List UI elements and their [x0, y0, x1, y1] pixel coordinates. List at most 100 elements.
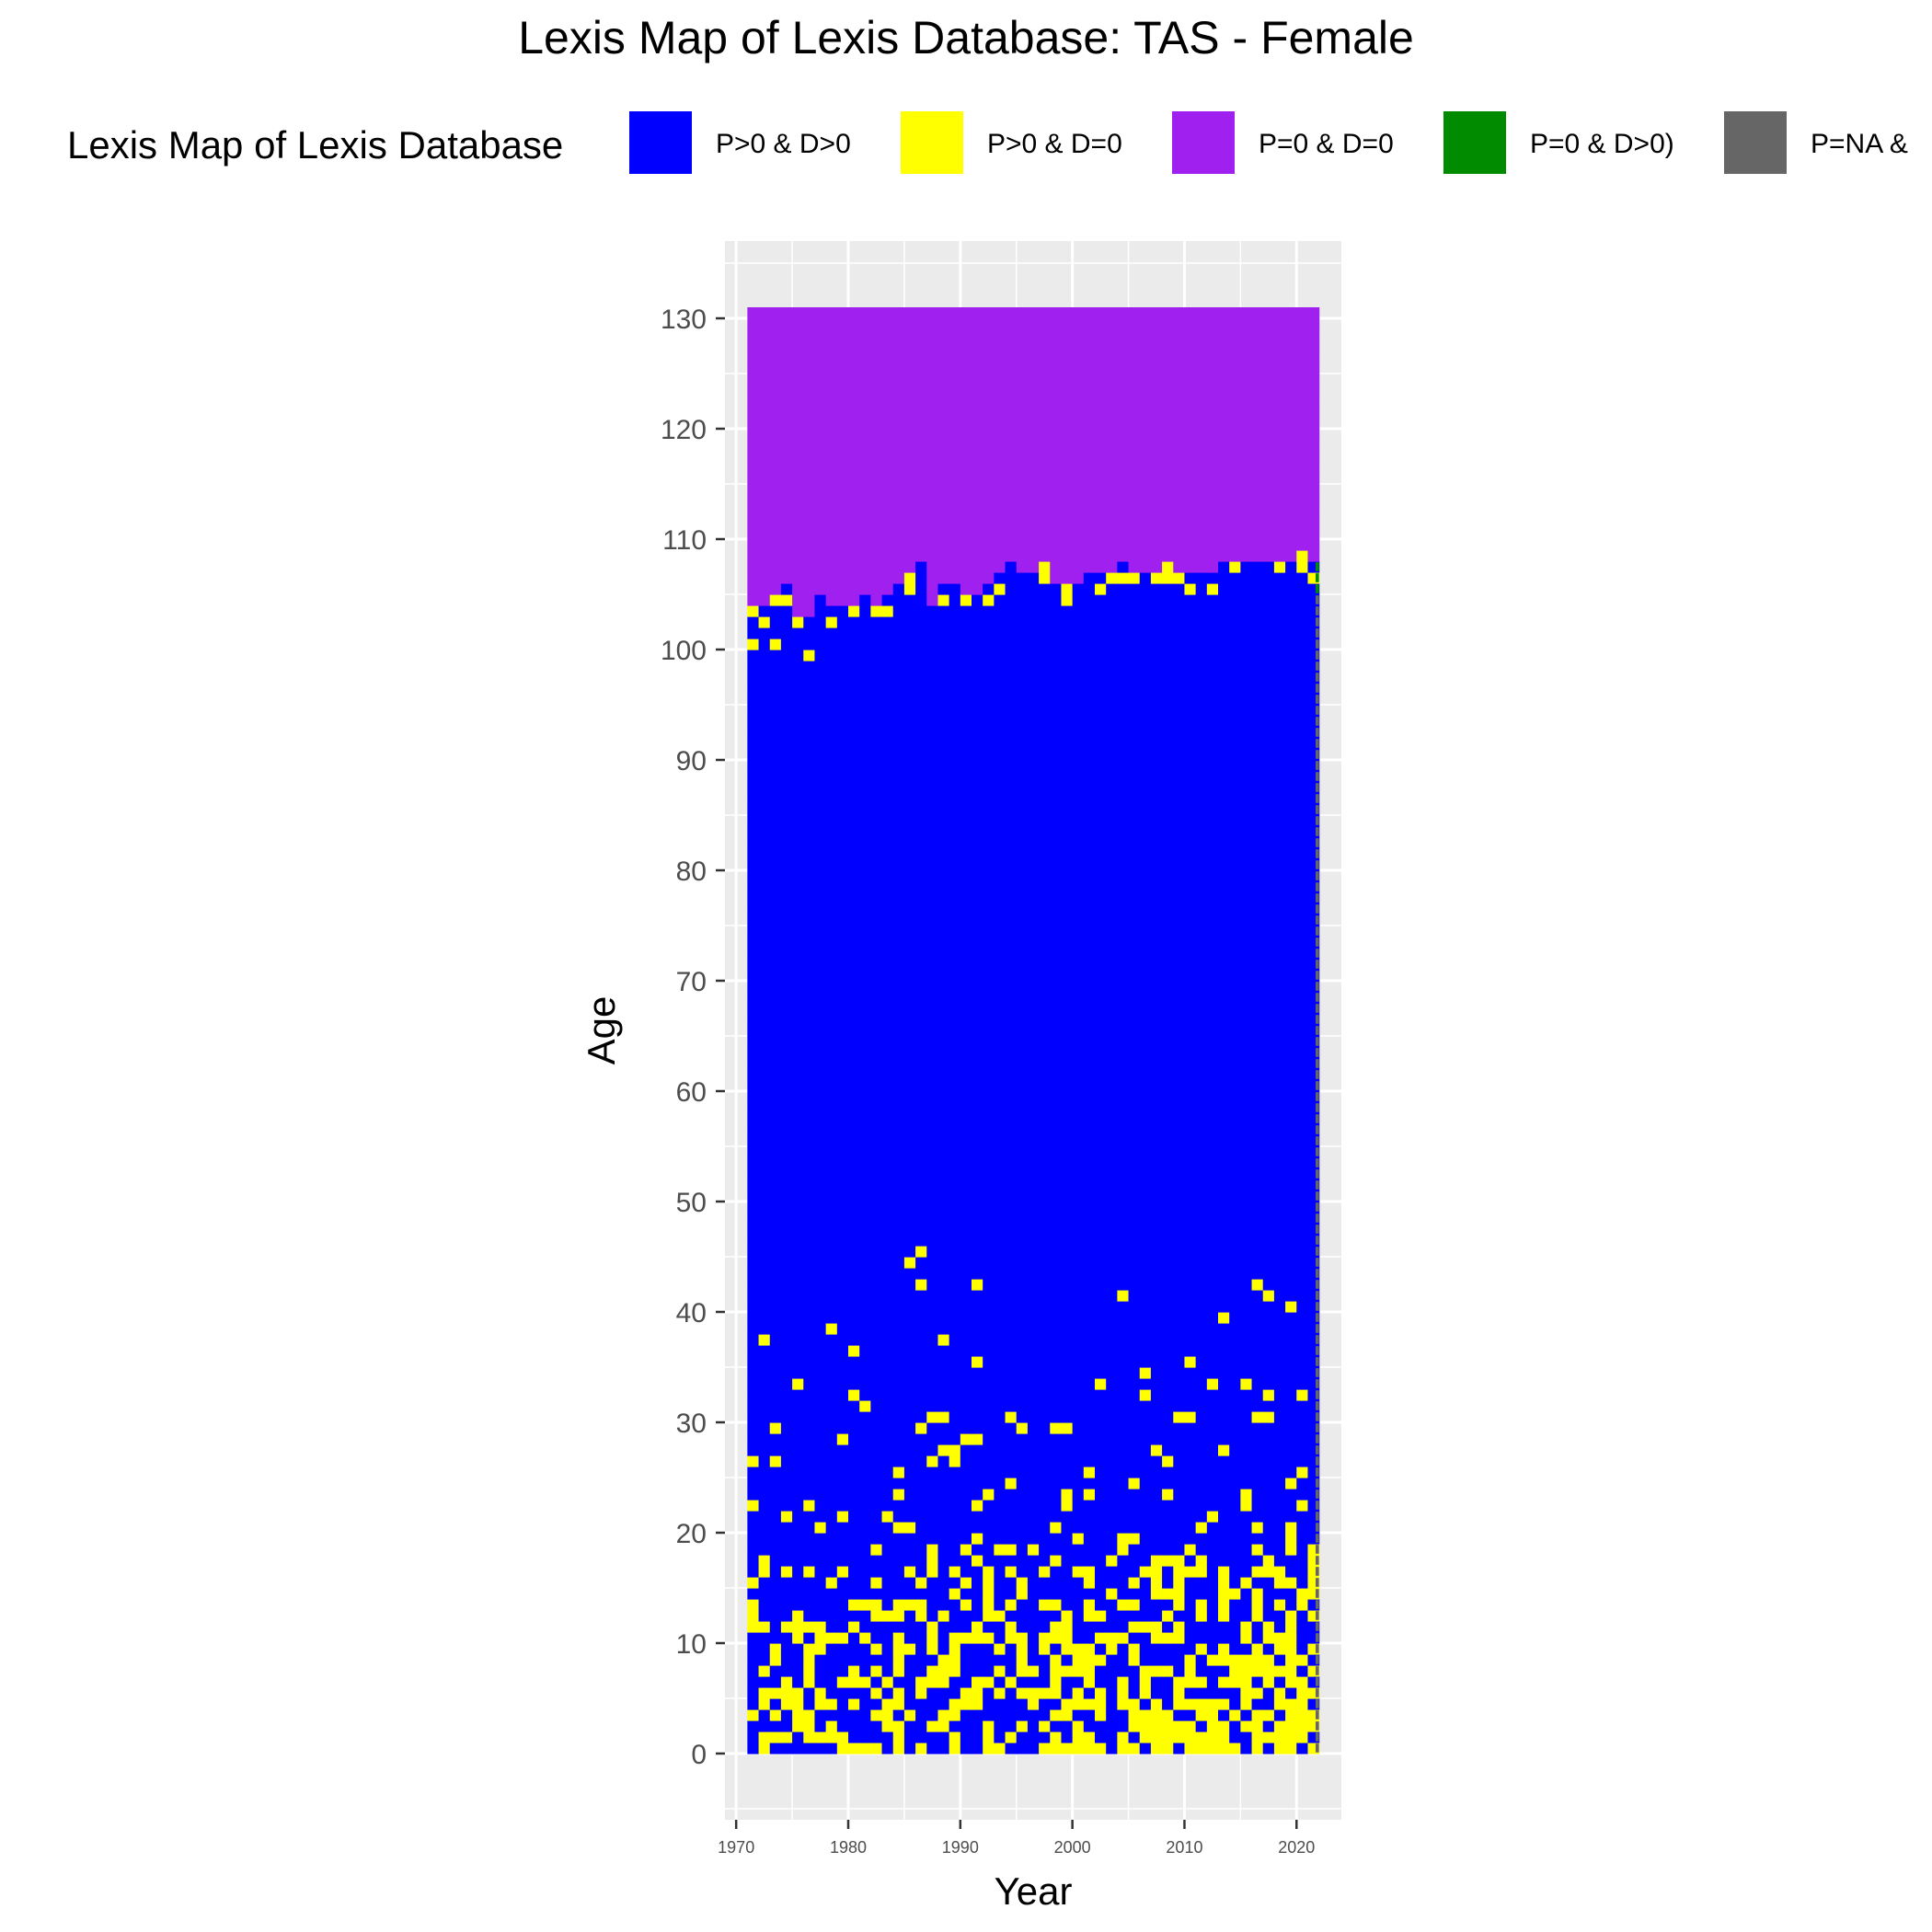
heatmap-cell: [1150, 1312, 1163, 1324]
heatmap-cell: [836, 396, 849, 408]
heatmap-cell: [1016, 837, 1029, 849]
heatmap-cell: [903, 672, 916, 684]
heatmap-cell: [926, 1146, 939, 1158]
heatmap-cell: [1072, 1146, 1085, 1158]
heatmap-cell: [825, 429, 838, 441]
heatmap-cell: [926, 727, 939, 739]
heatmap-cell: [1005, 1124, 1018, 1136]
heatmap-cell: [1061, 385, 1074, 397]
heatmap-cell: [1083, 1422, 1096, 1434]
heatmap-cell: [825, 892, 838, 904]
heatmap-cell: [972, 1213, 983, 1225]
heatmap-cell: [1005, 396, 1018, 408]
heatmap-cell: [769, 727, 782, 739]
heatmap-cell: [792, 1478, 804, 1489]
heatmap-cell: [1061, 1168, 1074, 1180]
heatmap-cell: [1027, 1279, 1040, 1291]
heatmap-cell: [1150, 1577, 1163, 1589]
heatmap-cell: [1061, 1378, 1074, 1390]
heatmap-cell: [1106, 329, 1118, 341]
heatmap-cell: [848, 550, 860, 562]
heatmap-cell: [1095, 892, 1107, 904]
heatmap-cell: [1162, 771, 1174, 783]
heatmap-cell: [937, 473, 950, 485]
heatmap-cell: [1016, 1157, 1029, 1169]
heatmap-cell: [870, 716, 883, 728]
heatmap-cell: [1117, 473, 1130, 485]
heatmap-cell: [1005, 1698, 1018, 1710]
heatmap-cell: [780, 782, 793, 794]
heatmap-cell: [836, 1411, 849, 1423]
heatmap-cell: [892, 992, 905, 1004]
heatmap-cell: [1072, 1179, 1085, 1191]
heatmap-cell: [892, 1190, 905, 1202]
heatmap-cell: [1150, 1091, 1163, 1103]
heatmap-cell: [1117, 903, 1130, 915]
heatmap-cell: [960, 1522, 972, 1534]
heatmap-cell: [825, 1544, 838, 1556]
heatmap-cell: [758, 837, 771, 849]
heatmap-cell: [1061, 561, 1074, 573]
heatmap-cell: [972, 1599, 983, 1611]
heatmap-cell: [848, 1058, 860, 1070]
heatmap-cell: [769, 605, 782, 617]
heatmap-cell: [1027, 1533, 1040, 1545]
heatmap-cell: [870, 638, 883, 650]
heatmap-cell: [780, 1290, 793, 1302]
heatmap-cell: [1150, 992, 1163, 1004]
heatmap-cell: [769, 1555, 782, 1567]
heatmap-cell: [960, 1742, 972, 1754]
heatmap-cell: [892, 1091, 905, 1103]
heatmap-cell: [859, 804, 871, 816]
heatmap-cell: [1128, 1047, 1141, 1059]
heatmap-cell: [758, 1179, 771, 1191]
heatmap-cell: [926, 749, 939, 761]
heatmap-cell: [1039, 738, 1051, 750]
heatmap-cell: [747, 948, 760, 960]
heatmap-cell: [1016, 462, 1029, 474]
heatmap-cell: [780, 1411, 793, 1423]
heatmap-cell: [881, 793, 894, 805]
heatmap-cell: [859, 771, 871, 783]
legend-key-p-zero-d-zero: [1171, 110, 1236, 175]
heatmap-cell: [1061, 903, 1074, 915]
heatmap-cell: [972, 749, 983, 761]
heatmap-cell: [1061, 1124, 1074, 1136]
heatmap-cell: [1016, 605, 1029, 617]
heatmap-cell: [1050, 1025, 1063, 1037]
heatmap-cell: [803, 1168, 816, 1180]
heatmap-cell: [859, 318, 871, 330]
heatmap-cell: [870, 1367, 883, 1379]
heatmap-cell: [1139, 340, 1152, 352]
heatmap-cell: [1072, 605, 1085, 617]
heatmap-cell: [1106, 1047, 1118, 1059]
heatmap-cell: [848, 429, 860, 441]
heatmap-cell: [825, 1455, 838, 1467]
heatmap-cell: [960, 1202, 972, 1213]
heatmap-cell: [747, 385, 760, 397]
heatmap-cell: [1128, 1555, 1141, 1567]
heatmap-cell: [1027, 1378, 1040, 1390]
heatmap-cell: [915, 495, 927, 507]
heatmap-cell: [825, 1047, 838, 1059]
heatmap-cell: [1162, 1290, 1174, 1302]
heatmap-cell: [1050, 1422, 1063, 1434]
heatmap-cell: [859, 1643, 871, 1655]
heatmap-cell: [937, 407, 950, 419]
heatmap-cell: [814, 837, 827, 849]
heatmap-cell: [892, 1654, 905, 1666]
heatmap-cell: [1095, 1687, 1107, 1699]
heatmap-cell: [903, 627, 916, 639]
heatmap-cell: [758, 385, 771, 397]
heatmap-cell: [1050, 1190, 1063, 1202]
heatmap-cell: [1016, 1323, 1029, 1335]
heatmap-cell: [1061, 1522, 1074, 1534]
heatmap-cell: [848, 572, 860, 584]
heatmap-cell: [949, 683, 961, 695]
heatmap-cell: [769, 495, 782, 507]
heatmap-cell: [1162, 1588, 1174, 1600]
heatmap-cell: [803, 1290, 816, 1302]
heatmap-cell: [836, 1301, 849, 1313]
heatmap-cell: [803, 1400, 816, 1412]
heatmap-cell: [836, 1378, 849, 1390]
